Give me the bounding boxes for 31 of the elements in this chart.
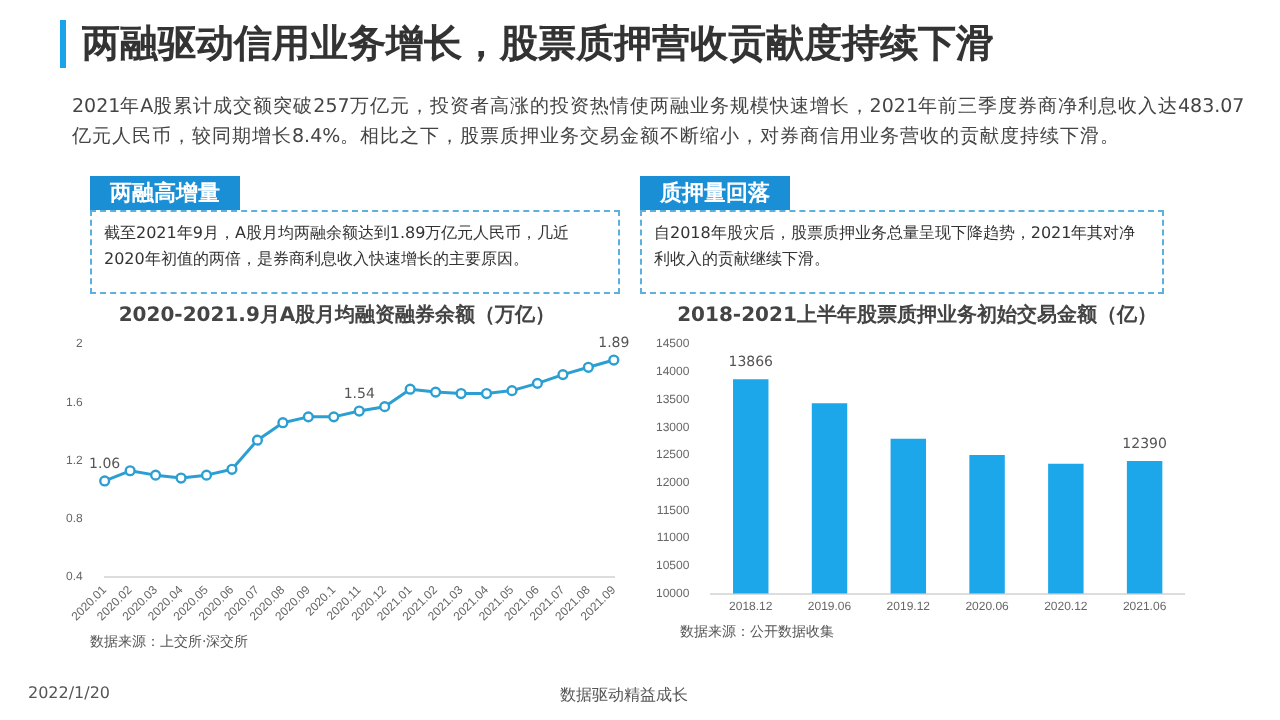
point [150,469,162,481]
point [506,385,518,397]
point [328,411,340,423]
text: 质押量回落 [640,176,790,210]
point [302,411,314,423]
point [430,386,442,398]
point [251,434,264,446]
point [557,369,569,381]
text: 数据驱动精益成长 [560,684,688,706]
chart-title: 2018-2021上半年股票质押业务初始交易金额（亿） [677,303,1157,328]
text: 两融高增量 [90,176,240,210]
text: 两融驱动信用业务增长，股票质押营收贡献度持续下滑 [60,20,994,68]
point [531,377,544,389]
text: 2022/1/20 [28,684,111,702]
point [226,463,238,475]
point [379,401,391,413]
point [277,417,289,429]
point [582,361,594,373]
point [124,465,136,477]
point [455,387,467,400]
point [353,405,365,417]
chart-title: 2020-2021.9月A股月均融资融券余额（万亿） [118,303,556,328]
point [175,472,187,484]
point [99,475,111,487]
text: 2021年A股累计成交额突破257万亿元，投资者高涨的投资热情使两融业务规模快速增长，2021年前三季度券商净利息收入达483.07亿元人民币，较同期增长8.4%。相比之下，股票质押业务交易金额不断缩小，对券商信用业务营收的贡献度持续下滑。 [72,94,1247,152]
text: 自2018年股灾后，股票质押业务总量呈现下降趋势，2021年其对净利收入的贡献继续下滑。 [640,210,1164,294]
point [608,354,620,366]
text: 截至2021年9月，A股月均两融余额达到1.89万亿元人民币，几近2020年初值的两倍，是券商利息收入快速增长的主要原因。 [90,210,620,294]
point [480,387,493,400]
point [404,383,416,395]
point [200,469,213,481]
